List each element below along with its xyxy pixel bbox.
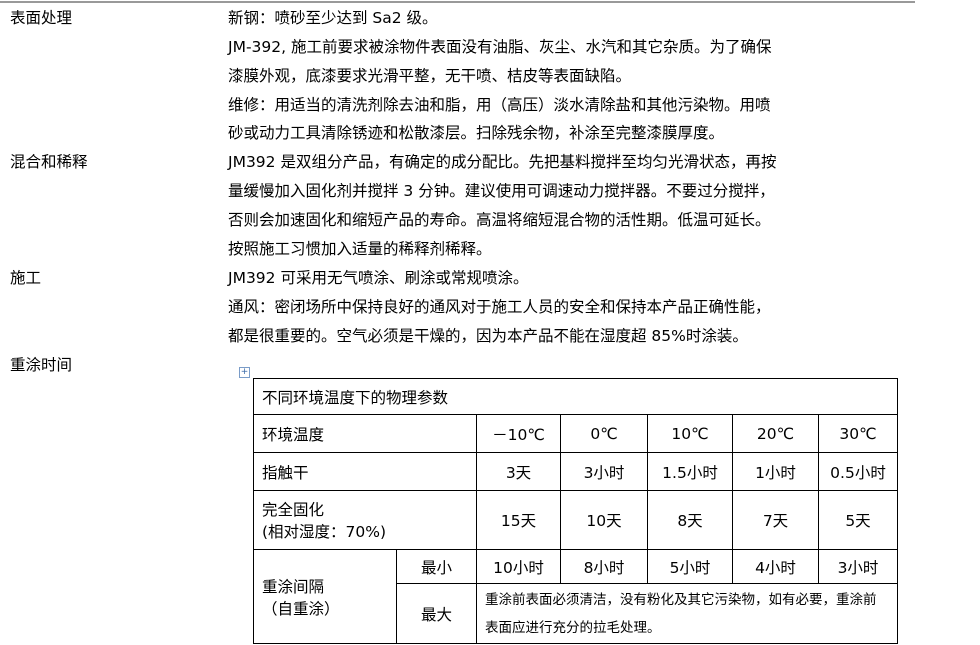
text-line: JM392 可采用无气喷涂、刷涂或常规喷涂。 bbox=[228, 269, 529, 287]
table-row: 指触干 3天 3小时 1.5小时 1小时 0.5小时 bbox=[253, 452, 898, 491]
text-line: JM392 是双组分产品，有确定的成分配比。先把基料搅拌至均匀光滑状态，再按 bbox=[228, 153, 777, 171]
row-label: 环境温度 bbox=[253, 414, 477, 453]
cell: －10℃ bbox=[476, 414, 561, 453]
cell: 4小时 bbox=[732, 549, 819, 584]
table-row: 重涂间隔 （自重涂） 最小 10小时 8小时 5小时 4小时 3小时 bbox=[253, 549, 898, 644]
text-line: 量缓慢加入固化剂并搅拌 3 分钟。建议使用可调速动力搅拌器。不要过分搅拌， bbox=[228, 182, 775, 200]
cell: 5天 bbox=[818, 490, 898, 550]
cell: 3小时 bbox=[818, 549, 898, 584]
cell: 30℃ bbox=[818, 414, 898, 453]
table-row: 最大 重涂前表面必须清洁，没有粉化及其它污染物，如有必要，重涂前表面应进行充分的… bbox=[254, 583, 898, 644]
label-recoat: 重涂时间 bbox=[10, 356, 73, 374]
max-label: 最大 bbox=[396, 583, 477, 644]
physical-params-table: 不同环境温度下的物理参数 环境温度 －10℃ 0℃ 10℃ 20℃ 30℃ 指触… bbox=[253, 378, 898, 644]
humidity-label: (相对湿度：70%) bbox=[262, 523, 387, 541]
max-note: 重涂前表面必须清洁，没有粉化及其它污染物，如有必要，重涂前表面应进行充分的拉毛处… bbox=[476, 583, 898, 644]
text-line: 通风：密闭场所中保持良好的通风对于施工人员的安全和保持本产品正确性能， bbox=[228, 298, 771, 316]
cell: 8天 bbox=[647, 490, 733, 550]
text-line: JM-392, 施工前要求被涂物件表面没有油脂、灰尘、水汽和其它杂质。为了确保 bbox=[228, 38, 772, 56]
cell: 0℃ bbox=[560, 414, 648, 453]
min-label: 最小 bbox=[396, 549, 477, 584]
text-line: 新钢：喷砂至少达到 Sa2 级。 bbox=[228, 9, 438, 27]
text-line: 砂或动力工具清除锈迹和松散漆层。扫除残余物，补涂至完整漆膜厚度。 bbox=[228, 124, 725, 142]
row-label: 指触干 bbox=[253, 452, 477, 491]
table-row: 环境温度 －10℃ 0℃ 10℃ 20℃ 30℃ bbox=[253, 414, 898, 453]
table-move-handle-icon[interactable]: + bbox=[239, 367, 250, 378]
cell: 5小时 bbox=[647, 549, 733, 584]
cell: 1小时 bbox=[732, 452, 819, 491]
text-line: 漆膜外观，底漆要求光滑平整，无干喷、桔皮等表面缺陷。 bbox=[228, 67, 632, 85]
cell: 10小时 bbox=[476, 549, 561, 584]
cell: 0.5小时 bbox=[818, 452, 898, 491]
cell: 10天 bbox=[560, 490, 648, 550]
text-line: 否则会加速固化和缩短产品的寿命。高温将缩短混合物的活性期。低温可延长。 bbox=[228, 211, 771, 229]
label-mixing: 混合和稀释 bbox=[10, 153, 88, 171]
cell: 7天 bbox=[732, 490, 819, 550]
cell: 8小时 bbox=[560, 549, 648, 584]
text-line: 按照施工习惯加入适量的稀释剂稀释。 bbox=[228, 240, 492, 258]
cell: 1.5小时 bbox=[647, 452, 733, 491]
cell: 3小时 bbox=[560, 452, 648, 491]
label-surface: 表面处理 bbox=[10, 9, 73, 27]
cell: 20℃ bbox=[732, 414, 819, 453]
cell: 15天 bbox=[476, 490, 561, 550]
row-label: 完全固化 (相对湿度：70%) bbox=[253, 490, 477, 550]
text-line: 维修：用适当的清洗剂除去油和脂，用（高压）淡水清除盐和其他污染物。用喷 bbox=[228, 96, 771, 114]
table-title: 不同环境温度下的物理参数 bbox=[253, 378, 898, 415]
label-application: 施工 bbox=[10, 269, 42, 287]
recoat-sub-label: （自重涂） bbox=[262, 599, 340, 618]
top-rule bbox=[0, 1, 915, 3]
recoat-label: 重涂间隔 bbox=[262, 577, 325, 596]
table-row: 完全固化 (相对湿度：70%) 15天 10天 8天 7天 5天 bbox=[253, 490, 898, 550]
cell: 3天 bbox=[476, 452, 561, 491]
text-line: 都是很重要的。空气必须是干燥的，因为本产品不能在湿度超 85%时涂装。 bbox=[228, 327, 748, 345]
cell: 10℃ bbox=[647, 414, 733, 453]
cure-label: 完全固化 bbox=[262, 501, 325, 519]
row-label: 重涂间隔 （自重涂） bbox=[253, 549, 397, 644]
